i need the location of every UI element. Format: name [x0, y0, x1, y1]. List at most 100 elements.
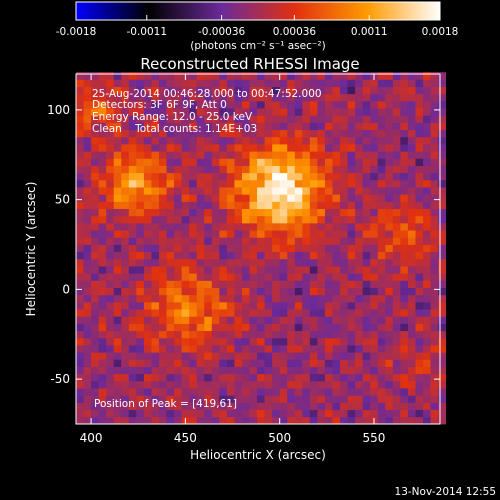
- heatmap-cell: [430, 345, 439, 353]
- heatmap-cell: [106, 316, 115, 324]
- heatmap-cell: [377, 136, 386, 145]
- heatmap-cell: [151, 366, 160, 375]
- heatmap-cell: [234, 136, 243, 145]
- heatmap-cell: [400, 187, 409, 195]
- heatmap-cell: [377, 373, 386, 382]
- heatmap-cell: [430, 280, 439, 288]
- heatmap-cell: [234, 129, 243, 138]
- heatmap-cell: [392, 309, 401, 317]
- heatmap-cell: [340, 151, 348, 159]
- heatmap-cell: [430, 373, 439, 382]
- heatmap-cell: [309, 115, 318, 123]
- heatmap-cell: [143, 93, 152, 102]
- heatmap-cell: [106, 309, 115, 317]
- heatmap-cell: [83, 136, 92, 145]
- heatmap-cell: [370, 409, 379, 418]
- heatmap-cell: [324, 287, 333, 296]
- heatmap-cell: [106, 402, 115, 411]
- heatmap-cell: [241, 201, 250, 210]
- heatmap-cell: [189, 388, 198, 396]
- heatmap-cell: [317, 79, 326, 87]
- heatmap-cell: [151, 287, 160, 296]
- heatmap-cell: [166, 301, 175, 310]
- heatmap-cell: [91, 316, 100, 324]
- heatmap-cell: [317, 301, 326, 310]
- heatmap-cell: [219, 258, 228, 267]
- heatmap-cell: [370, 402, 379, 411]
- heatmap-cell: [83, 416, 92, 425]
- heatmap-cell: [143, 266, 152, 274]
- heatmap-cell: [189, 86, 198, 95]
- heatmap-cell: [189, 352, 198, 360]
- heatmap-cell: [211, 266, 220, 274]
- heatmap-cell: [392, 273, 401, 281]
- heatmap-cell: [279, 144, 288, 152]
- heatmap-cell: [370, 136, 379, 145]
- heatmap-cell: [241, 294, 250, 303]
- heatmap-cell: [377, 100, 386, 109]
- heatmap-cell: [211, 287, 220, 296]
- heatmap-cell: [438, 72, 447, 80]
- heatmap-cell: [106, 144, 115, 152]
- heatmap-cell: [407, 187, 416, 195]
- heatmap-cell: [98, 402, 107, 411]
- heatmap-cell: [400, 266, 409, 274]
- heatmap-cell: [332, 100, 341, 109]
- heatmap-cell: [128, 352, 137, 360]
- heatmap-cell: [83, 273, 92, 281]
- heatmap-cell: [430, 79, 439, 87]
- heatmap-cell: [158, 395, 167, 403]
- heatmap-cell: [174, 373, 183, 382]
- heatmap-cell: [332, 402, 341, 411]
- heatmap-cell: [196, 416, 205, 425]
- heatmap-cell: [392, 230, 401, 238]
- heatmap-cell: [226, 93, 235, 102]
- heatmap-cell: [415, 129, 424, 138]
- heatmap-cell: [196, 287, 205, 296]
- heatmap-cell: [76, 108, 84, 116]
- heatmap-cell: [415, 266, 424, 274]
- heatmap-cell: [287, 416, 296, 425]
- heatmap-cell: [189, 337, 198, 346]
- heatmap-cell: [438, 388, 447, 396]
- heatmap-cell: [219, 309, 228, 317]
- heatmap-cell: [76, 330, 84, 339]
- heatmap-cell: [136, 409, 145, 418]
- heatmap-cell: [136, 86, 145, 95]
- heatmap-cell: [158, 359, 167, 367]
- heatmap-cell: [272, 409, 281, 418]
- heatmap-cell: [143, 294, 152, 303]
- heatmap-cell: [189, 208, 198, 217]
- heatmap-cell: [211, 215, 220, 224]
- heatmap-cell: [76, 72, 84, 80]
- heatmap-cell: [121, 316, 130, 324]
- heatmap-cell: [309, 187, 318, 195]
- heatmap-cell: [211, 280, 220, 288]
- heatmap-cell: [392, 187, 401, 195]
- heatmap-cell: [400, 179, 409, 188]
- heatmap-cell: [128, 172, 137, 181]
- heatmap-cell: [91, 395, 100, 403]
- heatmap-cell: [196, 79, 205, 87]
- heatmap-cell: [151, 115, 160, 123]
- heatmap-cell: [317, 100, 326, 109]
- heatmap-cell: [347, 258, 356, 267]
- heatmap-cell: [430, 301, 439, 310]
- heatmap-cell: [76, 388, 84, 396]
- heatmap-cell: [196, 165, 205, 174]
- heatmap-cell: [219, 187, 228, 195]
- heatmap-cell: [181, 158, 190, 166]
- heatmap-cell: [257, 187, 265, 195]
- heatmap-cell: [83, 72, 92, 80]
- heatmap-cell: [226, 266, 235, 274]
- heatmap-cell: [189, 179, 198, 188]
- heatmap-cell: [423, 309, 431, 317]
- heatmap-cell: [98, 345, 107, 353]
- heatmap-cell: [241, 352, 250, 360]
- heatmap-cell: [302, 79, 311, 87]
- heatmap-cell: [249, 144, 258, 152]
- heatmap-cell: [189, 402, 198, 411]
- heatmap-cell: [438, 158, 447, 166]
- heatmap-cell: [370, 380, 379, 389]
- heatmap-cell: [362, 352, 371, 360]
